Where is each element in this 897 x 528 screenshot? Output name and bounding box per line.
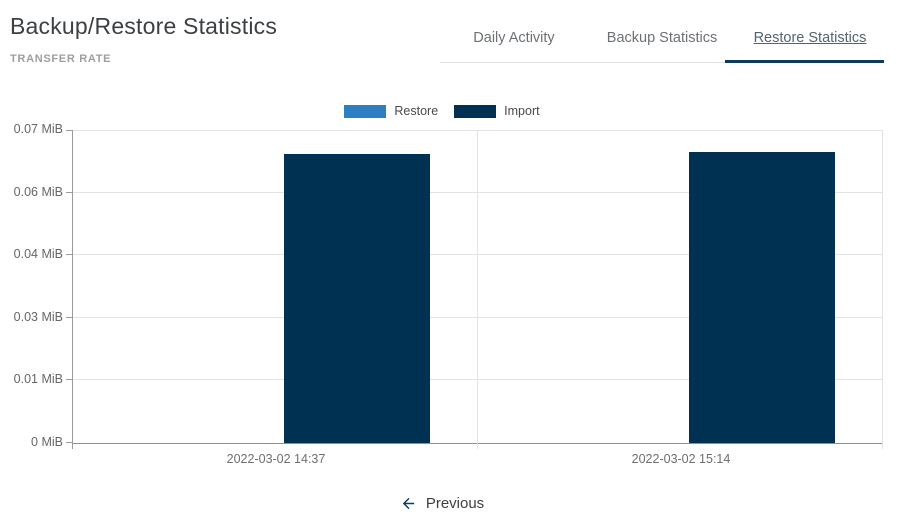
gridline xyxy=(73,316,883,318)
y-axis-label: 0.07 MiB xyxy=(13,122,63,136)
y-axis-label: 0.03 MiB xyxy=(13,309,63,324)
previous-button[interactable]: Previous xyxy=(0,492,884,514)
y-axis-tick xyxy=(66,254,72,256)
y-axis-tick xyxy=(66,442,72,443)
legend-label: Import xyxy=(504,104,540,118)
tab-label: Restore Statistics xyxy=(753,30,867,46)
y-axis-line xyxy=(72,443,73,449)
page-title: Backup/Restore Statistics xyxy=(10,13,278,39)
tab-daily-activity[interactable]: Daily Activity xyxy=(440,14,588,62)
legend-label: Restore xyxy=(394,104,439,118)
tab-backup-statistics[interactable]: Backup Statistics xyxy=(588,14,736,62)
y-axis-label: 0 MiB xyxy=(31,435,63,449)
chart-legend: Restore Import xyxy=(0,104,884,118)
x-axis-label: 2022-03-02 15:14 xyxy=(631,452,731,466)
y-axis-tick xyxy=(66,191,72,193)
bar-import-1 xyxy=(689,152,835,443)
tab-label: Backup Statistics xyxy=(606,30,718,46)
y-axis-label: 0.01 MiB xyxy=(13,372,63,387)
y-axis-label: 0.04 MiB xyxy=(13,247,63,262)
previous-label: Previous xyxy=(425,494,485,512)
tab-label: Daily Activity xyxy=(473,30,555,46)
y-axis-tick xyxy=(66,379,72,381)
y-axis-label: 0.06 MiB xyxy=(13,184,63,199)
legend-swatch-icon xyxy=(344,104,387,118)
bar-import-0 xyxy=(284,154,430,443)
gridline xyxy=(73,191,883,193)
gridline xyxy=(477,130,478,449)
y-axis-tick xyxy=(66,130,72,131)
gridline xyxy=(73,254,883,256)
y-axis-tick xyxy=(66,316,72,318)
legend-item-restore[interactable]: Restore xyxy=(344,104,438,118)
gridline xyxy=(882,130,883,449)
tab-restore-statistics[interactable]: Restore Statistics xyxy=(725,14,884,63)
legend-swatch-icon xyxy=(454,104,497,118)
x-axis-label: 2022-03-02 14:37 xyxy=(226,452,326,466)
gridline xyxy=(73,379,883,381)
gridline xyxy=(73,130,883,131)
chart-title: TRANSFER RATE xyxy=(10,53,112,65)
plot-area: 0 MiB 0.01 MiB 0.03 MiB 0.04 MiB 0.06 MiB 0.0… xyxy=(14,122,883,466)
tab-bar: Daily Activity Backup Statistics Restore… xyxy=(440,14,884,63)
arrow-left-icon xyxy=(402,497,414,509)
legend-item-import[interactable]: Import xyxy=(454,104,540,118)
